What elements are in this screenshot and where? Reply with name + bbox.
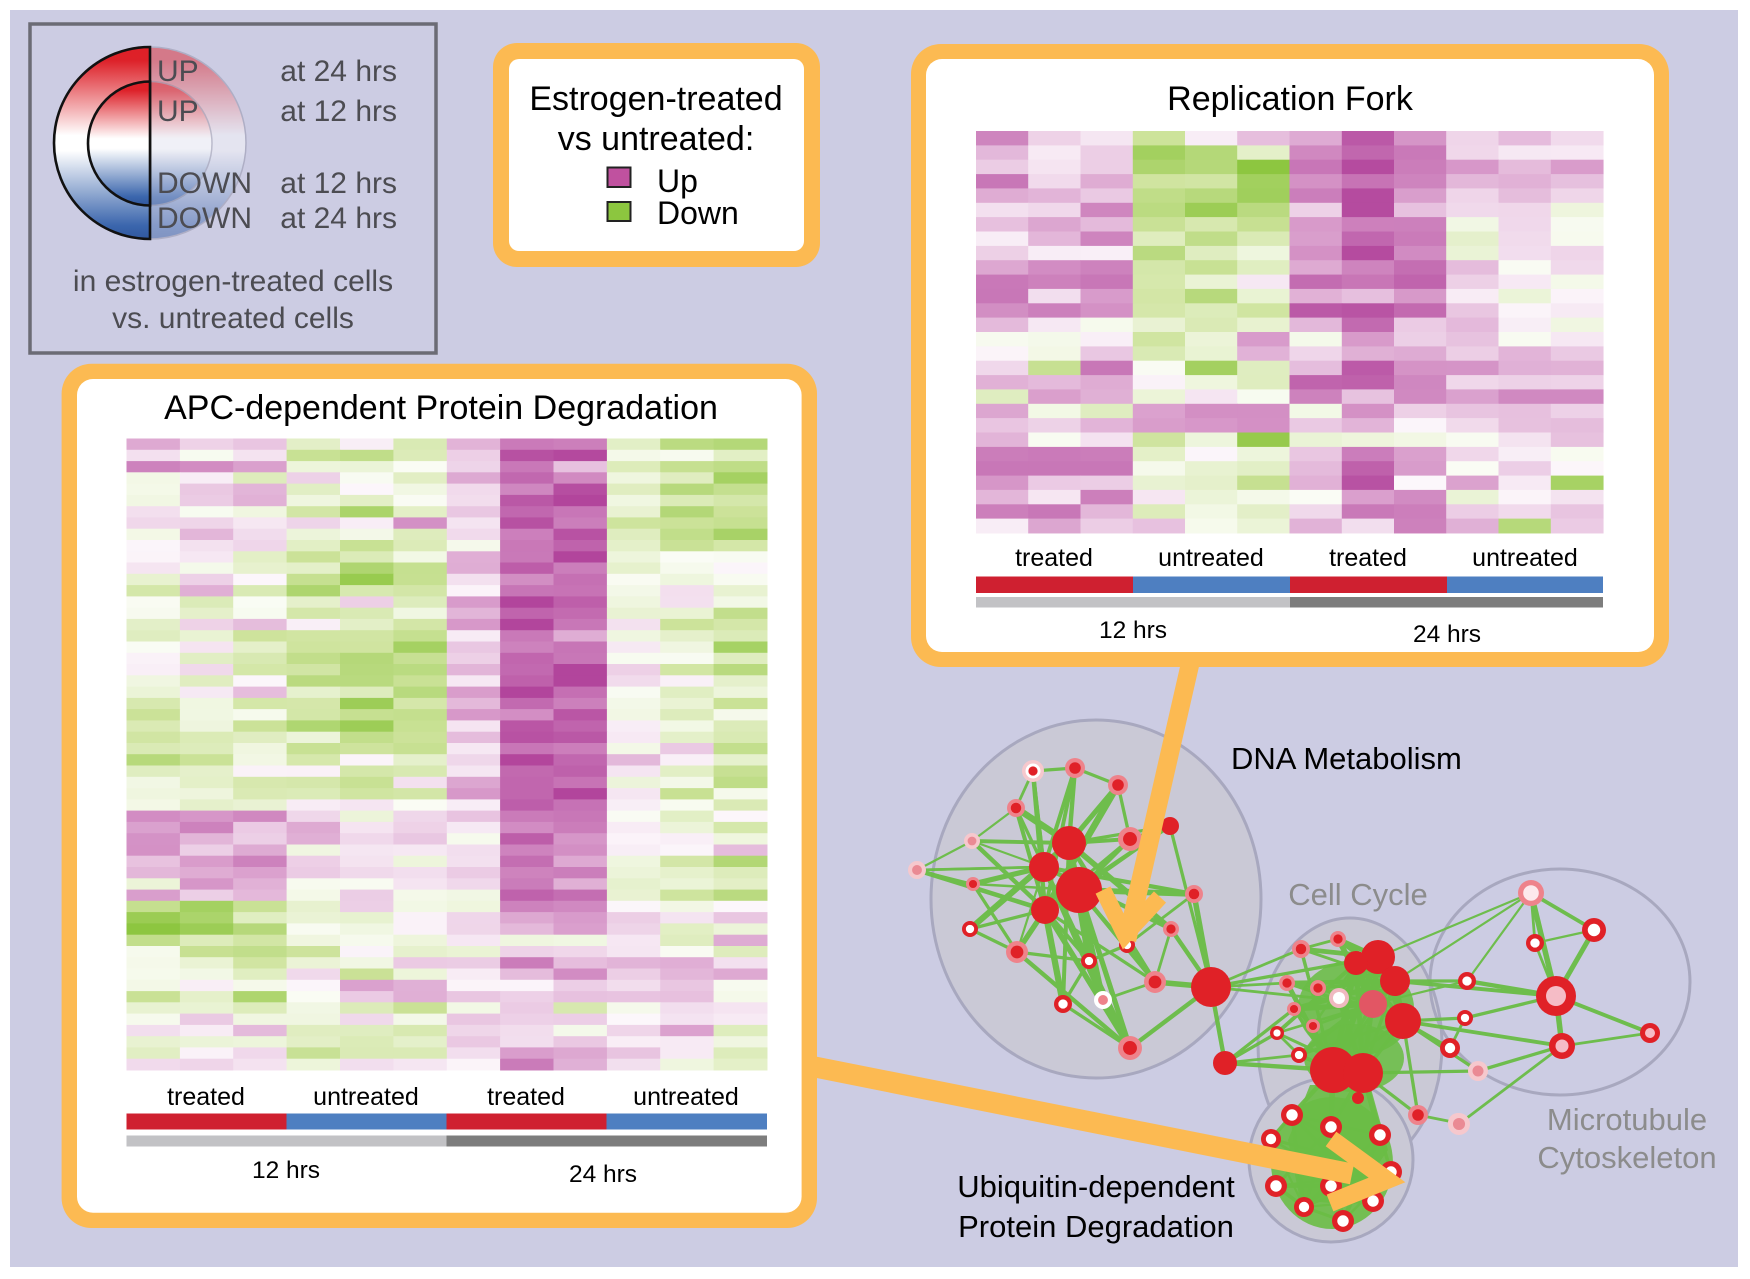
svg-text:in estrogen-treated cells: in estrogen-treated cells [73,265,393,298]
svg-text:treated: treated [487,1083,565,1111]
svg-text:Down: Down [657,195,739,231]
svg-text:Protein Degradation: Protein Degradation [958,1209,1234,1244]
svg-text:at 12 hrs: at 12 hrs [280,95,397,128]
svg-text:at 24 hrs: at 24 hrs [280,202,397,235]
svg-text:vs. untreated cells: vs. untreated cells [112,302,354,335]
svg-text:at 12 hrs: at 12 hrs [280,167,397,200]
svg-text:at 24 hrs: at 24 hrs [280,55,397,88]
svg-text:DNA Metabolism: DNA Metabolism [1231,741,1462,776]
svg-text:untreated: untreated [313,1083,419,1111]
svg-text:Microtubule: Microtubule [1547,1102,1707,1137]
svg-text:UP: UP [157,55,199,88]
svg-text:24 hrs: 24 hrs [569,1161,637,1188]
svg-text:12 hrs: 12 hrs [1099,617,1167,644]
svg-text:DOWN: DOWN [157,202,252,235]
svg-text:treated: treated [1329,544,1407,572]
svg-text:Replication Fork: Replication Fork [1167,80,1414,118]
svg-text:Up: Up [657,163,698,199]
svg-text:treated: treated [1015,544,1093,572]
svg-text:Cytoskeleton: Cytoskeleton [1537,1140,1716,1175]
svg-text:Estrogen-treated: Estrogen-treated [529,80,782,118]
svg-text:DOWN: DOWN [157,167,252,200]
svg-text:treated: treated [167,1083,245,1111]
svg-text:UP: UP [157,95,199,128]
svg-text:APC-dependent Protein Degradat: APC-dependent Protein Degradation [164,389,718,427]
svg-text:vs untreated:: vs untreated: [558,120,755,158]
svg-text:untreated: untreated [1472,544,1578,572]
svg-text:untreated: untreated [1158,544,1264,572]
svg-text:Ubiquitin-dependent: Ubiquitin-dependent [957,1169,1235,1204]
svg-text:untreated: untreated [633,1083,739,1111]
svg-text:24 hrs: 24 hrs [1413,621,1481,648]
svg-text:Cell Cycle: Cell Cycle [1288,877,1428,912]
svg-text:12 hrs: 12 hrs [252,1157,320,1184]
